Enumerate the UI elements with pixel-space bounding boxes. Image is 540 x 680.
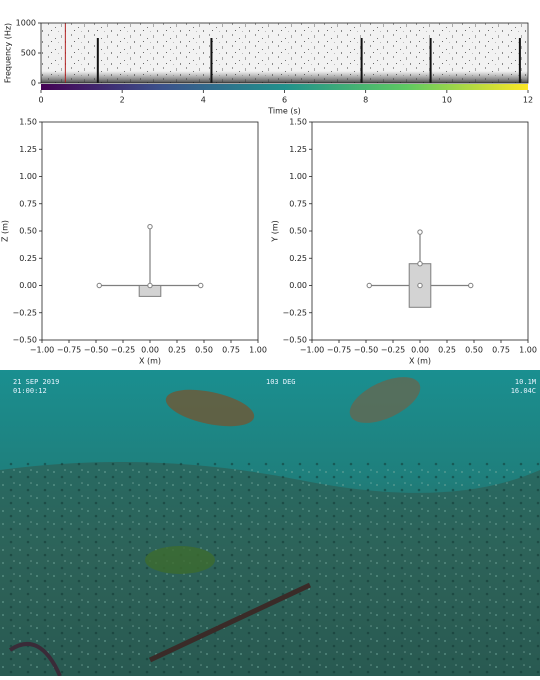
x-tick-label: −0.50	[84, 346, 109, 355]
y-tick-label: −0.50	[12, 336, 37, 345]
y-tick-label: 0.25	[289, 254, 307, 263]
time: 01:00:12	[13, 387, 47, 395]
x-tick-label: 0.00	[411, 346, 429, 355]
x-axis-label: X (m)	[139, 357, 161, 366]
sensor	[468, 282, 474, 289]
x-tick-label: 0.50	[465, 346, 483, 355]
x-tick-label: −1.00	[30, 346, 55, 355]
x-tick-label: 1.00	[519, 346, 537, 355]
x-axis-label: Time (s)	[267, 107, 301, 116]
x-tick-label: 0.75	[222, 346, 240, 355]
y-tick-label: 1.50	[19, 118, 37, 127]
colorbar	[41, 84, 528, 90]
y-axis-label: Y (m)	[271, 220, 280, 242]
sensor	[417, 229, 423, 235]
x-tick-label: 0.50	[195, 346, 213, 355]
x-tick-label: −1.00	[300, 346, 325, 355]
sensor	[198, 282, 204, 289]
y-tick-label: 0.75	[19, 199, 37, 208]
seaweed	[145, 546, 215, 574]
x-axis-label: X (m)	[409, 357, 431, 366]
x-tick-label: 0.75	[492, 346, 510, 355]
y-tick-label: 0.75	[289, 199, 307, 208]
x-tick-label: −0.25	[111, 346, 136, 355]
y-tick-label: 1000	[16, 19, 36, 28]
y-tick-label: 1.00	[289, 172, 307, 181]
fish	[349, 377, 421, 423]
y-tick-label: 0.50	[289, 227, 307, 236]
x-tick-label: −0.50	[354, 346, 379, 355]
y-tick-label: 0.00	[19, 281, 37, 290]
x-tick-label: 1.00	[249, 346, 267, 355]
x-tick-label: 0	[38, 96, 43, 105]
temperature: 16.04C	[511, 387, 536, 395]
heading: 103 DEG	[266, 378, 296, 386]
plot-frame	[311, 121, 529, 341]
plot-frame	[40, 22, 529, 84]
x-tick-label: 0.25	[168, 346, 186, 355]
video-frame: 21 SEP 2019 01:00:12 103 DEG 10.1M 16.04…	[0, 370, 540, 677]
y-tick-label: 1.50	[289, 118, 307, 127]
x-tick-label: 12	[523, 96, 533, 105]
y-tick-label: 1.00	[19, 172, 37, 181]
x-tick-label: 0.00	[141, 346, 159, 355]
y-tick-label: −0.50	[282, 336, 307, 345]
stick	[8, 642, 62, 677]
y-tick-label: −0.25	[282, 308, 307, 317]
x-tick-label: −0.75	[57, 346, 82, 355]
seafloor-texture	[0, 460, 540, 676]
y-tick-label: 0.00	[289, 281, 307, 290]
x-tick-label: 4	[201, 96, 206, 105]
x-tick-label: 8	[363, 96, 368, 105]
depth: 10.1M	[515, 378, 536, 386]
stick	[148, 582, 312, 663]
sensor	[366, 282, 372, 289]
y-axis-label: Z (m)	[1, 220, 10, 242]
y-tick-label: 0.25	[19, 254, 37, 263]
fish	[165, 389, 255, 427]
x-tick-label: 6	[282, 96, 287, 105]
y-tick-label: 1.25	[19, 145, 37, 154]
x-tick-label: 0.25	[438, 346, 456, 355]
x-tick-label: −0.25	[381, 346, 406, 355]
sensor	[417, 261, 423, 267]
sensor	[147, 223, 153, 230]
x-tick-label: −0.75	[327, 346, 352, 355]
y-tick-label: 500	[21, 49, 36, 58]
x-tick-label: 2	[120, 96, 125, 105]
y-tick-label: 0.50	[19, 227, 37, 236]
y-tick-label: 0	[31, 79, 36, 88]
sensor	[147, 282, 153, 289]
date: 21 SEP 2019	[13, 378, 59, 386]
x-tick-label: 10	[442, 96, 452, 105]
low-frequency-band	[41, 71, 528, 83]
y-axis-label: Frequency (Hz)	[4, 23, 13, 83]
y-tick-label: 1.25	[289, 145, 307, 154]
plot-frame	[41, 121, 259, 341]
sensor	[96, 282, 102, 289]
y-tick-label: −0.25	[12, 308, 37, 317]
sensor	[417, 282, 423, 289]
